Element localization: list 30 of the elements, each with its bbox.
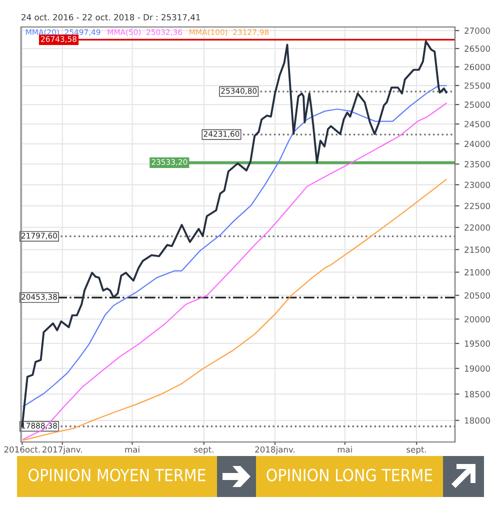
y-tick-label: 26500: [464, 46, 490, 52]
x-tick-label: 2018janv.: [255, 446, 295, 454]
x-tick-label: sept.: [406, 446, 426, 454]
text: OPINION LONG TERME: [266, 468, 432, 482]
y-tick-label: 27000: [464, 28, 490, 34]
y-tick-label: 18500: [464, 391, 490, 398]
x-tick-label: 2016oct.: [4, 446, 40, 453]
y-tick-label: 25500: [464, 82, 490, 89]
y-tick-label: 23500: [464, 161, 490, 168]
y-tick-label: 23000: [464, 182, 490, 188]
y-tick-label: 21000: [464, 269, 490, 276]
y-tick-label: 20000: [464, 316, 490, 322]
y-tick-label: 24000: [464, 140, 490, 148]
x-tick-label: 2017janv.: [42, 446, 82, 454]
x-tick-label: mai: [125, 446, 140, 453]
y-tick-label: 20500: [464, 292, 490, 299]
text: OPINION MOYEN TERME: [28, 468, 206, 482]
y-tick-label: 22000: [464, 224, 490, 231]
y-tick-label: 25000: [464, 102, 490, 108]
y-tick-label: 19500: [464, 340, 490, 347]
y-tick-label: 24500: [464, 120, 490, 128]
y-tick-label: 22500: [464, 202, 490, 210]
line-series: [22, 178, 447, 441]
x-tick-label: mai: [338, 446, 352, 453]
x-tick-label: sept.: [194, 446, 214, 454]
y-tick-label: 19000: [464, 365, 490, 372]
y-tick-label: 18000: [464, 417, 490, 424]
y-tick-label: 26000: [464, 64, 490, 70]
y-tick-label: 21500: [464, 246, 490, 253]
chart-title: 24 oct. 2016 - 22 oct. 2018 - Dr : 25317,41: [22, 14, 200, 22]
